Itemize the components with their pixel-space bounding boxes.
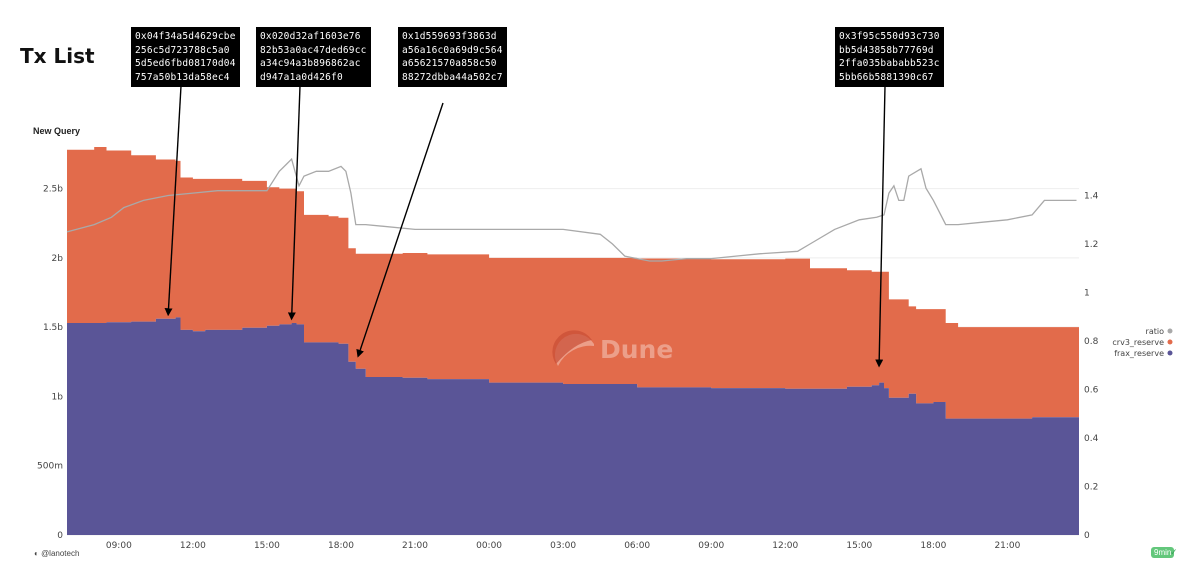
x-tick-label: 15:00 <box>254 541 280 551</box>
author-handle[interactable]: ◐ @lanotech <box>34 549 79 558</box>
y-right-tick-label: 0.6 <box>1084 386 1099 396</box>
legend-swatch <box>1167 339 1173 345</box>
y-left-tick-label: 1.5b <box>43 323 63 333</box>
annotation-arrows <box>164 85 886 368</box>
area-layer <box>67 147 1079 535</box>
crv3-reserve-area <box>67 147 1079 419</box>
legend-swatch <box>1167 328 1173 334</box>
author-text: @lanotech <box>41 549 80 558</box>
ratio-line <box>66 157 1077 262</box>
y-axis-right: 0 0.2 0.4 0.6 0.8 1 1.2 1.4 <box>1084 192 1099 542</box>
watermark-text: Dune <box>600 335 673 364</box>
x-tick-label: 12:00 <box>772 541 798 551</box>
y-right-tick-label: 1 <box>1084 289 1090 299</box>
x-tick-label: 15:00 <box>846 541 872 551</box>
x-tick-label: 00:00 <box>476 541 502 551</box>
y-left-tick-label: 500m <box>37 462 63 472</box>
refresh-badge[interactable]: 9min <box>1151 547 1175 558</box>
tx-hash-caption: 0x3f95c550d93c730 bb5d43858b77769d 2ffa0… <box>835 27 944 87</box>
tx-hash-caption: 0x1d559693f3863d a56a16c0a69d9c564 a6562… <box>398 27 507 87</box>
legend-label: ratio <box>1146 327 1165 336</box>
y-right-tick-label: 0.4 <box>1084 434 1099 444</box>
annotation-arrow <box>287 85 301 321</box>
legend-swatch <box>1167 350 1173 356</box>
annotation-arrow <box>164 85 182 317</box>
annotation-arrow <box>356 102 444 358</box>
y-left-tick-label: 2b <box>52 254 64 264</box>
x-tick-label: 21:00 <box>402 541 428 551</box>
y-left-tick-label: 0 <box>57 531 63 541</box>
y-right-tick-label: 0 <box>1084 531 1090 541</box>
y-right-tick-label: 1.2 <box>1084 240 1098 250</box>
y-left-tick-label: 1b <box>52 392 64 402</box>
dune-small-icon: ◐ <box>34 549 42 558</box>
x-tick-label: 03:00 <box>550 541 576 551</box>
x-tick-label: 18:00 <box>920 541 946 551</box>
dune-logo-swoosh <box>552 330 592 364</box>
y-right-tick-label: 0.8 <box>1084 337 1099 347</box>
ratio-line-layer <box>66 157 1077 262</box>
chart-title: New Query <box>33 126 81 136</box>
x-axis: 09:00 12:00 15:00 18:00 21:00 00:00 03:00 06:00… <box>106 541 1021 551</box>
page-title: Tx List <box>20 44 95 68</box>
tx-hash-caption: 0x04f34a5d4629cbe 256c5d723788c5a0 5d5ed… <box>131 27 240 87</box>
y-axis-left: 0 500m 1b 1.5b 2b 2.5b <box>37 185 63 541</box>
x-tick-label: 09:00 <box>106 541 132 551</box>
tx-hash-caption: 0x020d32af1603e76 82b53a0ac47ded69cc a34… <box>256 27 371 87</box>
legend: ratio crv3_reserve frax_reserve <box>1112 327 1173 358</box>
x-tick-label: 18:00 <box>328 541 354 551</box>
check-icon: ✓ <box>1170 547 1178 557</box>
x-tick-label: 21:00 <box>994 541 1020 551</box>
legend-label: crv3_reserve <box>1112 338 1164 347</box>
frax-reserve-area <box>67 317 1079 535</box>
x-tick-label: 12:00 <box>180 541 206 551</box>
x-tick-label: 09:00 <box>698 541 724 551</box>
dune-watermark: Dune <box>552 330 673 366</box>
x-tick-label: 06:00 <box>624 541 650 551</box>
legend-label: frax_reserve <box>1114 349 1164 358</box>
y-left-tick-label: 2.5b <box>43 185 63 195</box>
y-right-tick-label: 1.4 <box>1084 192 1099 202</box>
y-right-tick-label: 0.2 <box>1084 483 1098 493</box>
annotation-arrow <box>875 85 886 368</box>
